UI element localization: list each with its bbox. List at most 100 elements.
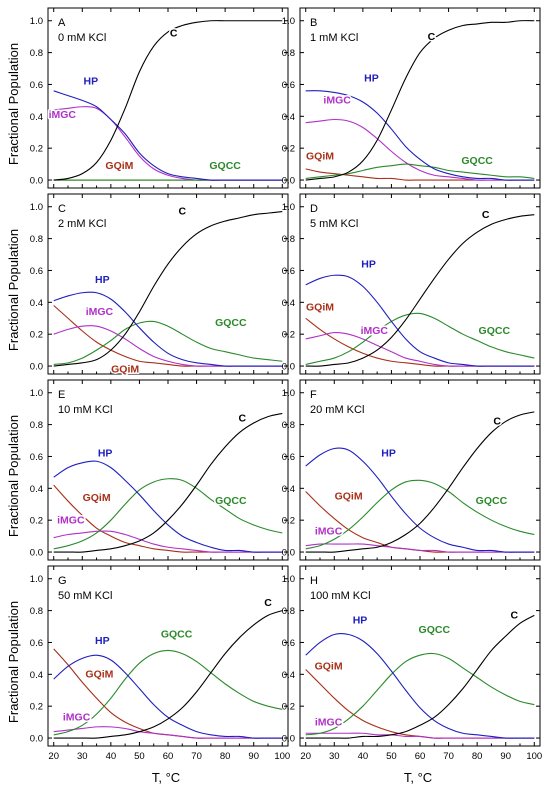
panel-E-ytick-label: 0.6 [30,452,43,463]
panel-H-label-HP: HP [353,614,368,626]
panel-A: 0.0 0.2 0.4 0.6 0.8 1.0 A 0 mM KCl C HP iMGC GQiM GQ… [30,7,289,189]
panel-H-label-GQiM: GQiM [315,661,343,673]
panel-H-label-GQCC: GQCC [419,624,451,636]
panel-G-series-HP [53,654,283,739]
panel-A-ytick-label: 0.4 [30,112,43,123]
panel-H-xtick-label: 100 [526,751,542,762]
panel-F-series-GQCC [305,479,535,550]
panel-B-ytick-label: 1.0 [282,16,295,27]
panel-D-label-C: C [482,209,490,221]
panel-F-series-C [305,411,535,553]
panel-G-ytick-label: 0.6 [30,638,43,649]
panel-A-series-HP [53,90,283,181]
panel-C-ytick-label: 0.4 [30,298,43,309]
panel-G: 0.0 0.2 0.4 0.6 0.8 1.0 20 30 40 50 60 70 80 90 100 G 50… [30,565,290,762]
panel-H: 0.0 0.2 0.4 0.6 0.8 1.0 20 30 40 50 60 70 80 90 100 H 10… [282,565,542,762]
panel-A-label-HP: HP [84,75,99,87]
panel-H-ytick-label: 1.0 [282,574,295,585]
panel-G-label-iMGC: iMGC [63,712,91,724]
panel-D-ytick-label: 0.6 [282,266,295,277]
panel-H-label-iMGC: iMGC [315,716,343,728]
panel-H-xtick-label: 50 [386,751,397,762]
panel-H-ytick-label: 0.4 [282,670,295,681]
panel-G-series-GQCC [53,649,283,736]
panel-C-condition: 2 mM KCl [58,218,106,230]
panel-G-condition: 50 mM KCl [58,590,112,602]
panel-F-ytick-label: 1.0 [282,388,295,399]
panel-F-ytick-label: 0.8 [282,420,295,431]
x-axis-title-right: T, °C [404,770,432,785]
panel-A-label-GQiM: GQiM [105,160,133,172]
panel-C: 0.0 0.2 0.4 0.6 0.8 1.0 C 2 mM KCl C HP iMGC GQiM GQ… [30,193,289,377]
panel-B-series-HP [305,90,535,181]
panel-C-label-C: C [178,206,186,218]
panel-C-ytick-label: 0.8 [30,234,43,245]
panel-H-xtick-label: 40 [358,751,369,762]
panel-A-letter: A [58,17,66,29]
panel-D-label-iMGC: iMGC [361,325,389,337]
panel-G-series-GQiM [53,648,283,739]
x-axis-title-left: T, °C [152,770,180,785]
panel-C-series-iMGC [53,325,283,367]
panel-B: 0.0 0.2 0.4 0.6 0.8 1.0 B 1 mM KCl C HP iMGC GQiM GQ… [282,7,541,189]
panel-D-ytick-label: 0.0 [282,362,295,373]
panel-G-xtick-label: 80 [220,751,231,762]
panel-F-ytick-label: 0.4 [282,484,295,495]
panel-B-condition: 1 mM KCl [310,32,358,44]
panel-F-series-iMGC [305,543,535,553]
panel-E-ytick-label: 0.4 [30,484,43,495]
panel-G-xtick-label: 100 [274,751,290,762]
panel-C-ytick-label: 0.0 [30,362,43,373]
y-axis-title-row-2: Fractional Population [6,229,21,351]
panel-A-ytick-label: 0.0 [30,176,43,187]
panel-H-ytick-label: 0.6 [282,638,295,649]
panel-H-letter: H [310,575,318,587]
panel-A-condition: 0 mM KCl [58,32,106,44]
panel-C-ytick-label: 0.6 [30,266,43,277]
panel-F-label-C: C [493,416,501,428]
panel-C-series-C [53,210,283,367]
panel-B-label-iMGC: iMGC [323,95,351,107]
panel-E-series-HP [53,460,283,553]
panel-B-ytick-label: 0.0 [282,176,295,187]
panel-D-letter: D [310,203,318,215]
panel-E-label-GQCC: GQCC [215,495,247,507]
panel-D-series-C [305,214,535,367]
panel-C-label-HP: HP [95,274,110,286]
panel-B-ytick-label: 0.6 [282,80,295,91]
panel-A-ytick-label: 0.2 [30,144,43,155]
panel-E-label-HP: HP [98,447,113,459]
panel-A-label-iMGC: iMGC [49,109,77,121]
panel-D-label-GQCC: GQCC [479,325,511,337]
panel-E-ytick-label: 1.0 [30,388,43,399]
panel-F-condition: 20 mM KCl [310,404,364,416]
panel-E-label-C: C [238,412,246,424]
panel-C-label-GQCC: GQCC [215,317,247,329]
panel-F-series-HP [305,447,535,553]
panel-D-label-HP: HP [361,258,376,270]
panel-A-ytick-label: 0.6 [30,80,43,91]
panel-G-label-HP: HP [95,635,110,647]
panel-A-label-C: C [170,28,178,40]
panel-G-xtick-label: 60 [163,751,174,762]
panel-G-ytick-label: 1.0 [30,574,43,585]
panel-D-ytick-label: 0.4 [282,298,295,309]
panel-G-xtick-label: 20 [48,751,59,762]
panel-E-label-GQiM: GQiM [83,492,111,504]
panel-E-series-C [53,412,283,553]
panel-G-xtick-label: 50 [134,751,145,762]
y-axis-title-row-1: Fractional Population [6,43,21,165]
y-axis-titles: Fractional Population Fractional Populat… [6,43,21,723]
panel-E: 0.0 0.2 0.4 0.6 0.8 1.0 E 10 mM KCl C HP iMGC GQiM G… [30,379,289,561]
panel-G-xtick-label: 90 [248,751,259,762]
panel-B-label-C: C [428,31,436,43]
panel-E-series-GQCC [53,478,283,550]
panel-B-series-C [305,20,535,181]
panel-E-label-iMGC: iMGC [57,514,85,526]
panel-A-ytick-label: 1.0 [30,16,43,27]
panel-G-ytick-label: 0.4 [30,670,43,681]
panel-D-series-iMGC [305,331,535,367]
panel-H-series-iMGC [305,732,535,739]
panel-F-ytick-label: 0.0 [282,548,295,559]
panel-E-series-iMGC [53,530,283,553]
